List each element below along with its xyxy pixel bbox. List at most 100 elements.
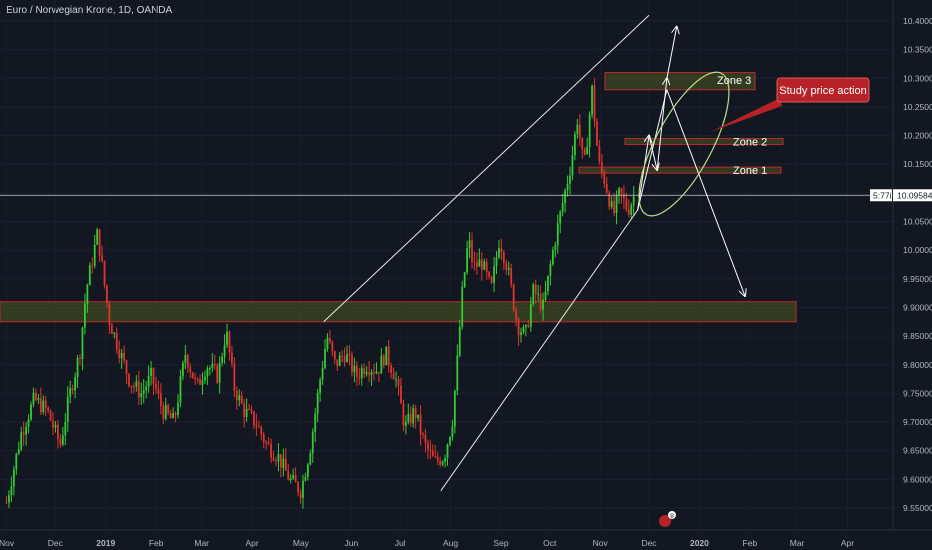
candle-body bbox=[495, 257, 498, 267]
candle-body bbox=[39, 398, 42, 413]
candle-body bbox=[275, 460, 277, 462]
price-tick-label: 10.15000 bbox=[903, 159, 932, 169]
candle-body bbox=[512, 284, 515, 310]
candle-body bbox=[370, 371, 373, 375]
candle-body bbox=[520, 332, 522, 336]
candle-body bbox=[108, 303, 111, 325]
candle-body bbox=[243, 403, 246, 417]
candle-body bbox=[456, 355, 459, 391]
candle-body bbox=[556, 223, 559, 246]
candle-body bbox=[59, 439, 62, 445]
price-tick-label: 10.30000 bbox=[903, 73, 932, 83]
candle-body bbox=[113, 332, 116, 334]
candle-body bbox=[265, 442, 268, 444]
candle-body bbox=[623, 193, 625, 199]
zone-2 bbox=[624, 137, 784, 145]
candle-body bbox=[480, 259, 483, 270]
time-tick-label: Jun bbox=[344, 538, 358, 548]
candle-body bbox=[502, 252, 505, 264]
candle-body bbox=[476, 262, 478, 267]
candle-body bbox=[255, 425, 258, 427]
candle-body bbox=[610, 201, 613, 207]
candle-body bbox=[402, 403, 405, 426]
candle-body bbox=[159, 393, 162, 407]
candle-body bbox=[245, 408, 248, 417]
candle-body bbox=[343, 356, 346, 362]
candle-body bbox=[167, 405, 170, 414]
candle-body bbox=[461, 286, 464, 327]
price-tick-label: 9.55000 bbox=[903, 503, 932, 513]
candle-body bbox=[12, 469, 15, 487]
candle-body bbox=[120, 352, 123, 359]
candle-body bbox=[542, 299, 544, 310]
candle-body bbox=[172, 413, 175, 419]
candle-body bbox=[390, 365, 393, 374]
candle-body bbox=[216, 365, 219, 383]
candle-body bbox=[586, 146, 589, 155]
candle-body bbox=[81, 327, 84, 359]
zone-2-label: Zone 2 bbox=[733, 136, 767, 148]
candle-body bbox=[42, 400, 45, 413]
candle-body bbox=[466, 248, 469, 273]
candle-body bbox=[103, 260, 106, 286]
candle-body bbox=[341, 355, 344, 357]
candle-body bbox=[74, 377, 77, 391]
zones: Zone 1 Zone 2 Zone 3 bbox=[0, 72, 797, 323]
candle-body bbox=[76, 358, 79, 378]
price-tick-label: 9.70000 bbox=[903, 417, 932, 427]
candle-body bbox=[515, 309, 518, 320]
candle-body bbox=[385, 346, 388, 366]
candle-body bbox=[333, 351, 336, 360]
candle-body bbox=[304, 476, 307, 481]
candle-body bbox=[417, 414, 420, 418]
candle-body bbox=[578, 124, 581, 138]
candle-body bbox=[373, 371, 375, 374]
candle-body bbox=[549, 264, 552, 276]
callout-box bbox=[776, 77, 870, 103]
candle-body bbox=[324, 349, 326, 369]
candle-body bbox=[169, 413, 172, 419]
candle-body bbox=[615, 195, 618, 214]
current-price-box bbox=[893, 189, 932, 202]
time-tick-label: Feb bbox=[149, 538, 164, 548]
candle-body bbox=[155, 383, 157, 390]
candle-body bbox=[235, 390, 238, 401]
candle-body bbox=[133, 386, 135, 388]
candle-body bbox=[488, 272, 491, 277]
candle-body bbox=[429, 449, 432, 451]
candle-body bbox=[351, 354, 353, 373]
candle-body bbox=[101, 255, 103, 261]
candle-body bbox=[233, 363, 236, 391]
highlight-ellipse bbox=[638, 71, 730, 217]
candle-body bbox=[32, 392, 35, 405]
time-tick-label: Aug bbox=[443, 538, 458, 548]
candle-body bbox=[309, 453, 312, 465]
candle-body bbox=[564, 190, 567, 204]
time-tick-label: Dec bbox=[641, 538, 657, 548]
candle-body bbox=[588, 114, 591, 147]
candle-body bbox=[449, 437, 451, 445]
candle-body bbox=[431, 450, 434, 457]
candle-body bbox=[179, 376, 182, 403]
candle-body bbox=[66, 396, 69, 422]
candle-body bbox=[174, 413, 177, 415]
candle-body bbox=[326, 337, 329, 350]
candle-body bbox=[382, 355, 385, 366]
candle-body bbox=[162, 406, 165, 419]
time-tick-label: Sep bbox=[493, 538, 508, 548]
candle-body bbox=[319, 380, 322, 393]
candle-body bbox=[137, 381, 140, 398]
candle-body bbox=[485, 261, 488, 273]
candle-body bbox=[451, 426, 454, 438]
price-tick-label: 9.75000 bbox=[903, 388, 932, 398]
candle-body bbox=[593, 85, 596, 122]
candle-body bbox=[277, 454, 280, 462]
zone-3-label: Zone 3 bbox=[717, 75, 751, 87]
candle-body bbox=[297, 482, 299, 493]
candle-body bbox=[458, 326, 461, 356]
bearish-leg-up bbox=[637, 89, 668, 211]
candle-body bbox=[471, 240, 473, 263]
candle-body bbox=[10, 486, 13, 496]
price-tick-label: 10.25000 bbox=[903, 102, 932, 112]
